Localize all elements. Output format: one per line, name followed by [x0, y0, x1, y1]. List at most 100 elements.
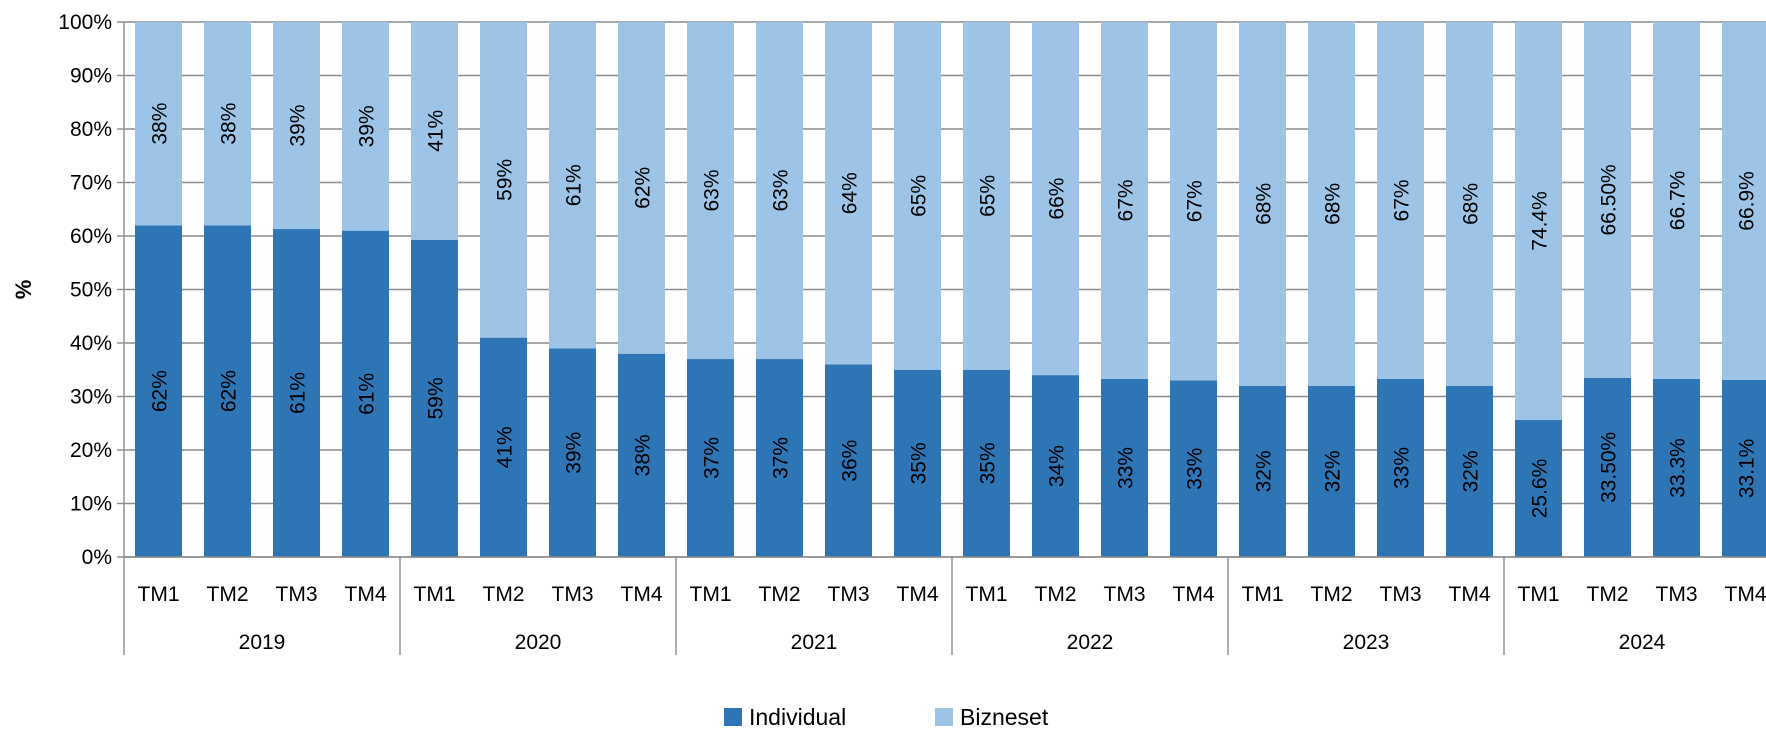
x-tick-label: TM3: [276, 583, 318, 606]
bar-segment-individual: [894, 369, 941, 557]
data-label: 32%: [1253, 450, 1276, 492]
y-tick-label: 10%: [70, 493, 112, 516]
y-axis-label: %: [11, 280, 36, 300]
bar-segment-bizneset: [273, 22, 320, 230]
data-label: 33%: [1184, 448, 1207, 490]
data-label: 39%: [563, 432, 586, 474]
data-label: 37%: [770, 437, 793, 479]
x-tick-label: TM4: [1173, 583, 1215, 606]
x-tick-label: TM2: [759, 583, 801, 606]
bar-segment-bizneset: [1722, 22, 1766, 380]
data-label: 41%: [494, 426, 517, 468]
data-label: 41%: [425, 110, 448, 152]
y-tick-label: 0%: [82, 546, 112, 569]
legend: Individual Bizneset: [724, 704, 1049, 730]
bar-segment-individual: [549, 348, 596, 557]
data-label: 37%: [701, 437, 724, 479]
x-tick-label: TM1: [966, 583, 1008, 606]
data-label: 62%: [218, 370, 241, 412]
data-label: 39%: [287, 105, 310, 147]
bar-segment-individual: [1653, 378, 1700, 557]
bar-segment-bizneset: [1101, 22, 1148, 379]
data-label: 32%: [1460, 450, 1483, 492]
data-label: 74.4%: [1529, 191, 1552, 251]
data-label: 33%: [1391, 447, 1414, 489]
y-axis-ticks: 0% 10% 20% 30% 40% 50% 60% 70% 80% 90% 100%: [58, 11, 125, 569]
bar-segment-bizneset: [1170, 22, 1217, 381]
x-tick-label: TM1: [1518, 583, 1560, 606]
x-tick-label: TM4: [621, 583, 663, 606]
data-label: 59%: [425, 377, 448, 419]
x-tick-label: TM2: [1587, 583, 1629, 606]
y-tick-label: 60%: [70, 225, 112, 248]
bar-segment-bizneset: [1239, 22, 1286, 386]
y-tick-label: 30%: [70, 386, 112, 409]
data-label: 33.50%: [1598, 432, 1621, 503]
legend-label-bizneset: Bizneset: [960, 704, 1049, 730]
bar-segment-individual: [1032, 375, 1079, 557]
data-labels: 62% 38% 62% 38% 61% 39% 61% 39% 59% 41% 41% 59% 39% 6…: [149, 103, 1759, 519]
bar-segment-individual: [687, 359, 734, 557]
bar-segment-individual: [1722, 379, 1766, 557]
data-label: 39%: [356, 105, 379, 147]
data-label: 68%: [1460, 183, 1483, 225]
bar-segment-bizneset: [342, 22, 389, 231]
bar-segment-individual: [411, 239, 458, 557]
bar-segment-bizneset: [411, 22, 458, 240]
bar-segment-bizneset: [1515, 22, 1562, 421]
bar-segment-bizneset: [204, 22, 251, 226]
data-label: 65%: [908, 175, 931, 217]
bar-segment-bizneset: [549, 22, 596, 349]
data-label: 33.3%: [1667, 438, 1690, 498]
data-label: 33%: [1115, 447, 1138, 489]
x-tick-label: TM4: [897, 583, 939, 606]
data-label: 63%: [701, 170, 724, 212]
data-label: 66.50%: [1598, 164, 1621, 235]
bar-segment-bizneset: [687, 22, 734, 360]
x-group-label: 2024: [1619, 631, 1666, 654]
y-tick-label: 90%: [70, 65, 112, 88]
bar-segment-individual: [756, 359, 803, 557]
bar-segment-individual: [1377, 378, 1424, 557]
y-tick-label: 40%: [70, 332, 112, 355]
bar-segment-bizneset: [1653, 22, 1700, 379]
bar-segment-individual: [204, 225, 251, 558]
x-tick-label: TM3: [1380, 583, 1422, 606]
data-label: 38%: [632, 434, 655, 476]
data-label: 61%: [356, 373, 379, 415]
x-tick-label: TM1: [414, 583, 456, 606]
x-tick-label: TM3: [552, 583, 594, 606]
x-tick-label: TM3: [1656, 583, 1698, 606]
bar-segment-bizneset: [1584, 22, 1631, 378]
x-tick-label: TM1: [1242, 583, 1284, 606]
data-label: 68%: [1322, 183, 1345, 225]
x-tick-label: TM4: [1449, 583, 1491, 606]
bar-segment-individual: [825, 364, 872, 557]
bar-segment-bizneset: [618, 22, 665, 354]
data-label: 67%: [1391, 179, 1414, 221]
data-label: 35%: [908, 442, 931, 484]
data-label: 67%: [1184, 180, 1207, 222]
bar-segment-individual: [273, 229, 320, 558]
bar-segment-bizneset: [135, 22, 182, 226]
legend-swatch-bizneset: [935, 708, 953, 726]
x-tick-label: TM1: [690, 583, 732, 606]
bar-segment-individual: [1239, 385, 1286, 557]
y-tick-label: 80%: [70, 118, 112, 141]
x-group-label: 2019: [239, 631, 286, 654]
bar-segment-bizneset: [1308, 22, 1355, 386]
bar-segment-bizneset: [1032, 22, 1079, 376]
data-label: 38%: [149, 103, 172, 145]
x-tick-label: TM1: [138, 583, 180, 606]
data-label: 66%: [1046, 178, 1069, 220]
data-label: 36%: [839, 440, 862, 482]
x-tick-label: TM2: [1311, 583, 1353, 606]
x-tick-label: TM2: [1035, 583, 1077, 606]
bar-segment-bizneset: [1446, 22, 1493, 386]
data-label: 65%: [977, 175, 1000, 217]
data-label: 63%: [770, 170, 793, 212]
data-label: 62%: [149, 370, 172, 412]
bar-segment-individual: [1446, 385, 1493, 557]
x-tick-label: TM2: [483, 583, 525, 606]
